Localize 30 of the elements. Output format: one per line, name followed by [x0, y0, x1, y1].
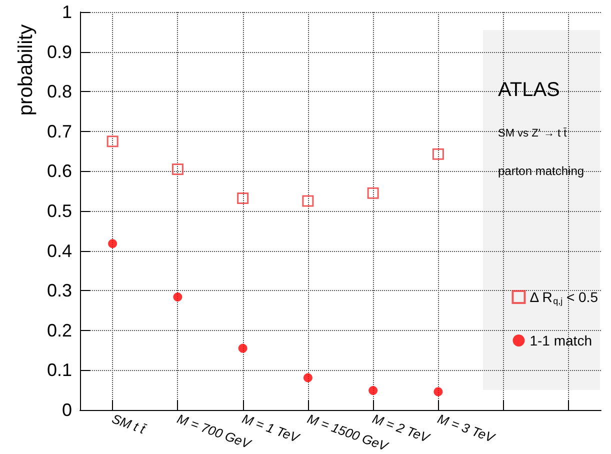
y-tick-label: 0 [62, 400, 72, 420]
annotation: SM vs Z' → t t̄ [498, 127, 568, 140]
point [172, 163, 184, 175]
y-axis-title: probability [15, 24, 37, 116]
point [302, 195, 314, 207]
y-tick-label: 0.6 [46, 161, 72, 182]
y-tick-label: 0.8 [46, 82, 72, 102]
y-tick-label: 0.7 [46, 121, 72, 142]
y-tick-label: 0.5 [46, 201, 72, 221]
point [237, 192, 249, 204]
x-tick-label: M = 3 TeV [436, 410, 498, 446]
point [173, 292, 182, 302]
y-tick-label: 0.1 [46, 360, 72, 380]
point [238, 344, 248, 353]
point [368, 386, 378, 395]
x-tick-label: SM t t̄ [110, 410, 148, 438]
legend-label: 1-1 match [530, 332, 592, 348]
annotation: parton matching [498, 164, 584, 178]
point [432, 148, 444, 160]
annotation: ATLAS [498, 79, 560, 101]
point [434, 387, 443, 396]
y-tick-label: 0.4 [46, 240, 72, 261]
y-tick-label: 0.2 [46, 320, 72, 340]
point [367, 187, 379, 199]
point [106, 136, 118, 148]
y-tick-label: 0.9 [46, 42, 72, 62]
y-tick-label: 1 [62, 2, 72, 22]
point [108, 239, 118, 248]
point [303, 373, 312, 382]
y-tick-label: 0.3 [46, 280, 72, 301]
